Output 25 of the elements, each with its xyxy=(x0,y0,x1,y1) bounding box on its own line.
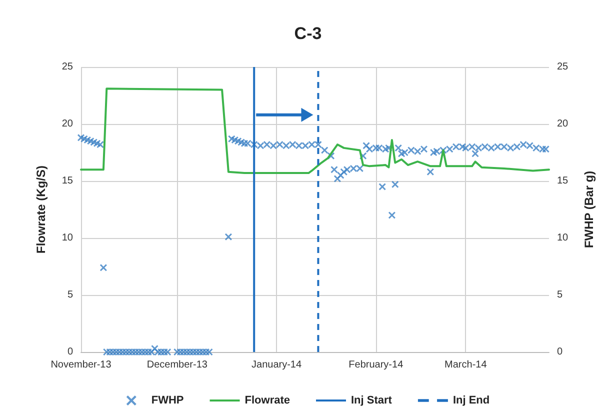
x-tick-label: December-13 xyxy=(146,360,208,370)
y-tick-label: 15 xyxy=(62,176,74,186)
legend-label: Inj Start xyxy=(351,394,392,406)
y-tick-label: 10 xyxy=(62,232,74,244)
y2-tick-label: 0 xyxy=(557,346,563,358)
y-tick-label: 20 xyxy=(62,118,74,130)
y-tick-label: 0 xyxy=(67,346,74,358)
line-series xyxy=(80,88,550,174)
y-tick-label: 5 xyxy=(67,290,74,300)
y2-tick-label: 10 xyxy=(557,232,569,244)
y-axis-title: Flowrate (Kg/S) xyxy=(34,165,48,254)
x-tick-label: March-14 xyxy=(444,360,488,370)
y2-axis-title: FWHP (Bar g) xyxy=(582,170,596,248)
y2-tick-label: 20 xyxy=(557,118,569,130)
legend-label: FWHP xyxy=(151,394,184,406)
y2-tick-label: 5 xyxy=(557,290,563,300)
x-tick-label: January-14 xyxy=(252,360,302,370)
legend-label: Flowrate xyxy=(244,394,290,406)
x-tick-label: November-13 xyxy=(50,360,112,370)
chart-title: C-3 xyxy=(294,24,322,43)
legend-label: Inj End xyxy=(452,394,490,406)
y2-tick-label: 15 xyxy=(557,176,569,186)
y2-tick-label: 25 xyxy=(557,62,569,72)
y-tick-label: 25 xyxy=(62,62,74,72)
x-tick-label: February-14 xyxy=(348,360,404,370)
